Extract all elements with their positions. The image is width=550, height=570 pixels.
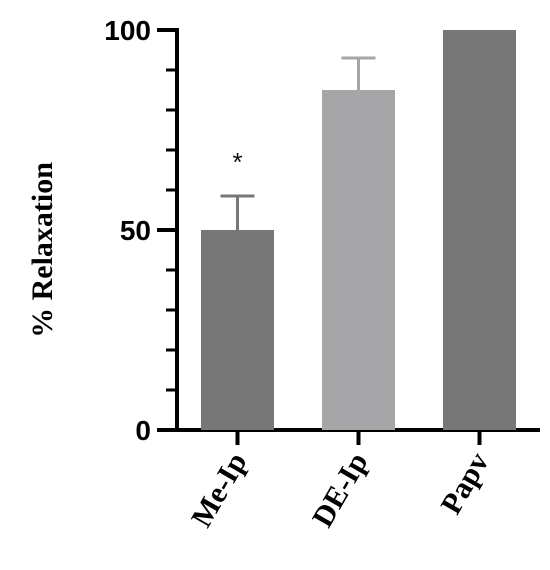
y-axis: 0 50 100 [104,15,179,446]
significance-marker-0: * [232,147,242,177]
bar-Papv [443,30,516,430]
bars [201,30,516,430]
annotations: * [232,147,242,177]
category-label-Me-Ip: Me-Ip [185,447,254,533]
error-bars [220,56,376,230]
category-label-DE-Ip: DE-Ip [306,447,375,533]
y-axis-label: % Relaxation [26,162,59,338]
bar-DE-Ip [322,90,395,430]
y-tick-label-0: 0 [135,415,151,446]
category-label-Papv: Papv [434,447,495,520]
category-labels: Me-Ip DE-Ip Papv [185,447,496,533]
x-axis [175,428,540,445]
y-tick-label-1: 50 [120,215,151,246]
bar-Me-Ip [201,230,274,430]
y-tick-label-2: 100 [104,15,151,46]
